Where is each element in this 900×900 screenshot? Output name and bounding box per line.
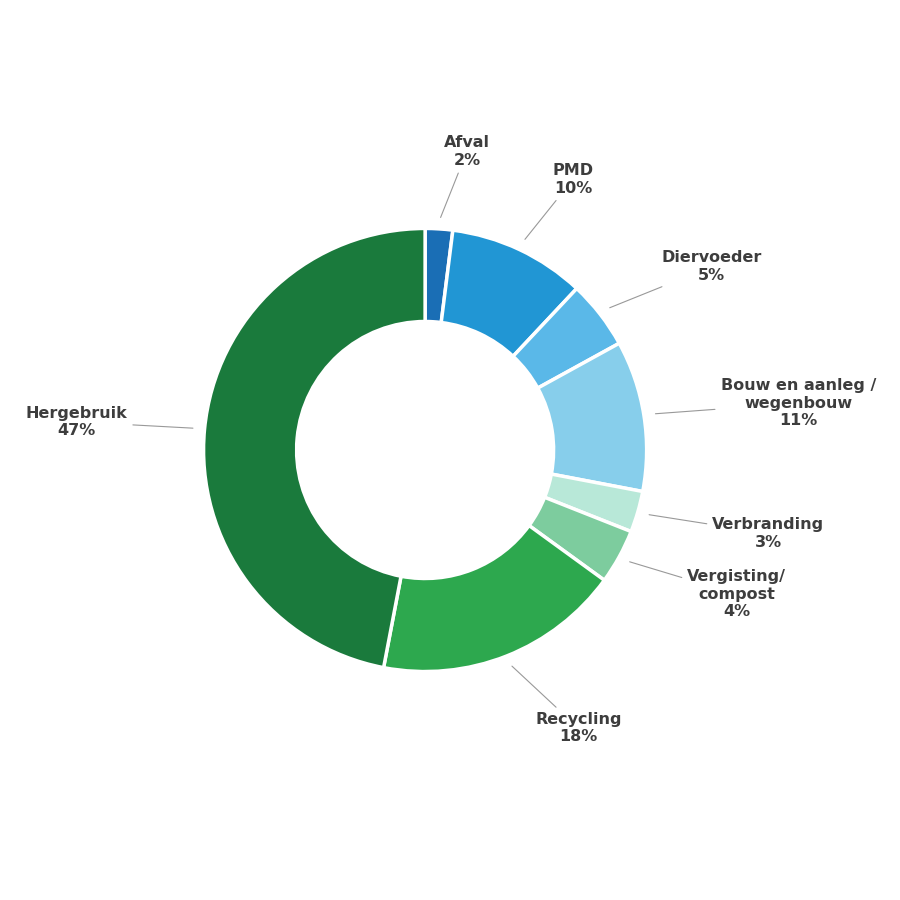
Wedge shape: [529, 498, 631, 580]
Wedge shape: [441, 230, 577, 356]
Wedge shape: [383, 526, 604, 671]
Text: Bouw en aanleg /
wegenbouw
11%: Bouw en aanleg / wegenbouw 11%: [655, 378, 876, 428]
Wedge shape: [537, 343, 647, 491]
Text: Vergisting/
compost
4%: Vergisting/ compost 4%: [630, 562, 787, 619]
Wedge shape: [203, 229, 425, 668]
Text: Verbranding
3%: Verbranding 3%: [649, 515, 824, 550]
Text: Afval
2%: Afval 2%: [441, 135, 490, 218]
Wedge shape: [513, 289, 619, 388]
Text: Diervoeder
5%: Diervoeder 5%: [609, 250, 761, 308]
Text: Hergebruik
47%: Hergebruik 47%: [25, 406, 193, 438]
Text: PMD
10%: PMD 10%: [525, 163, 594, 239]
Wedge shape: [544, 474, 643, 532]
Text: Recycling
18%: Recycling 18%: [512, 666, 622, 744]
Wedge shape: [425, 229, 453, 322]
